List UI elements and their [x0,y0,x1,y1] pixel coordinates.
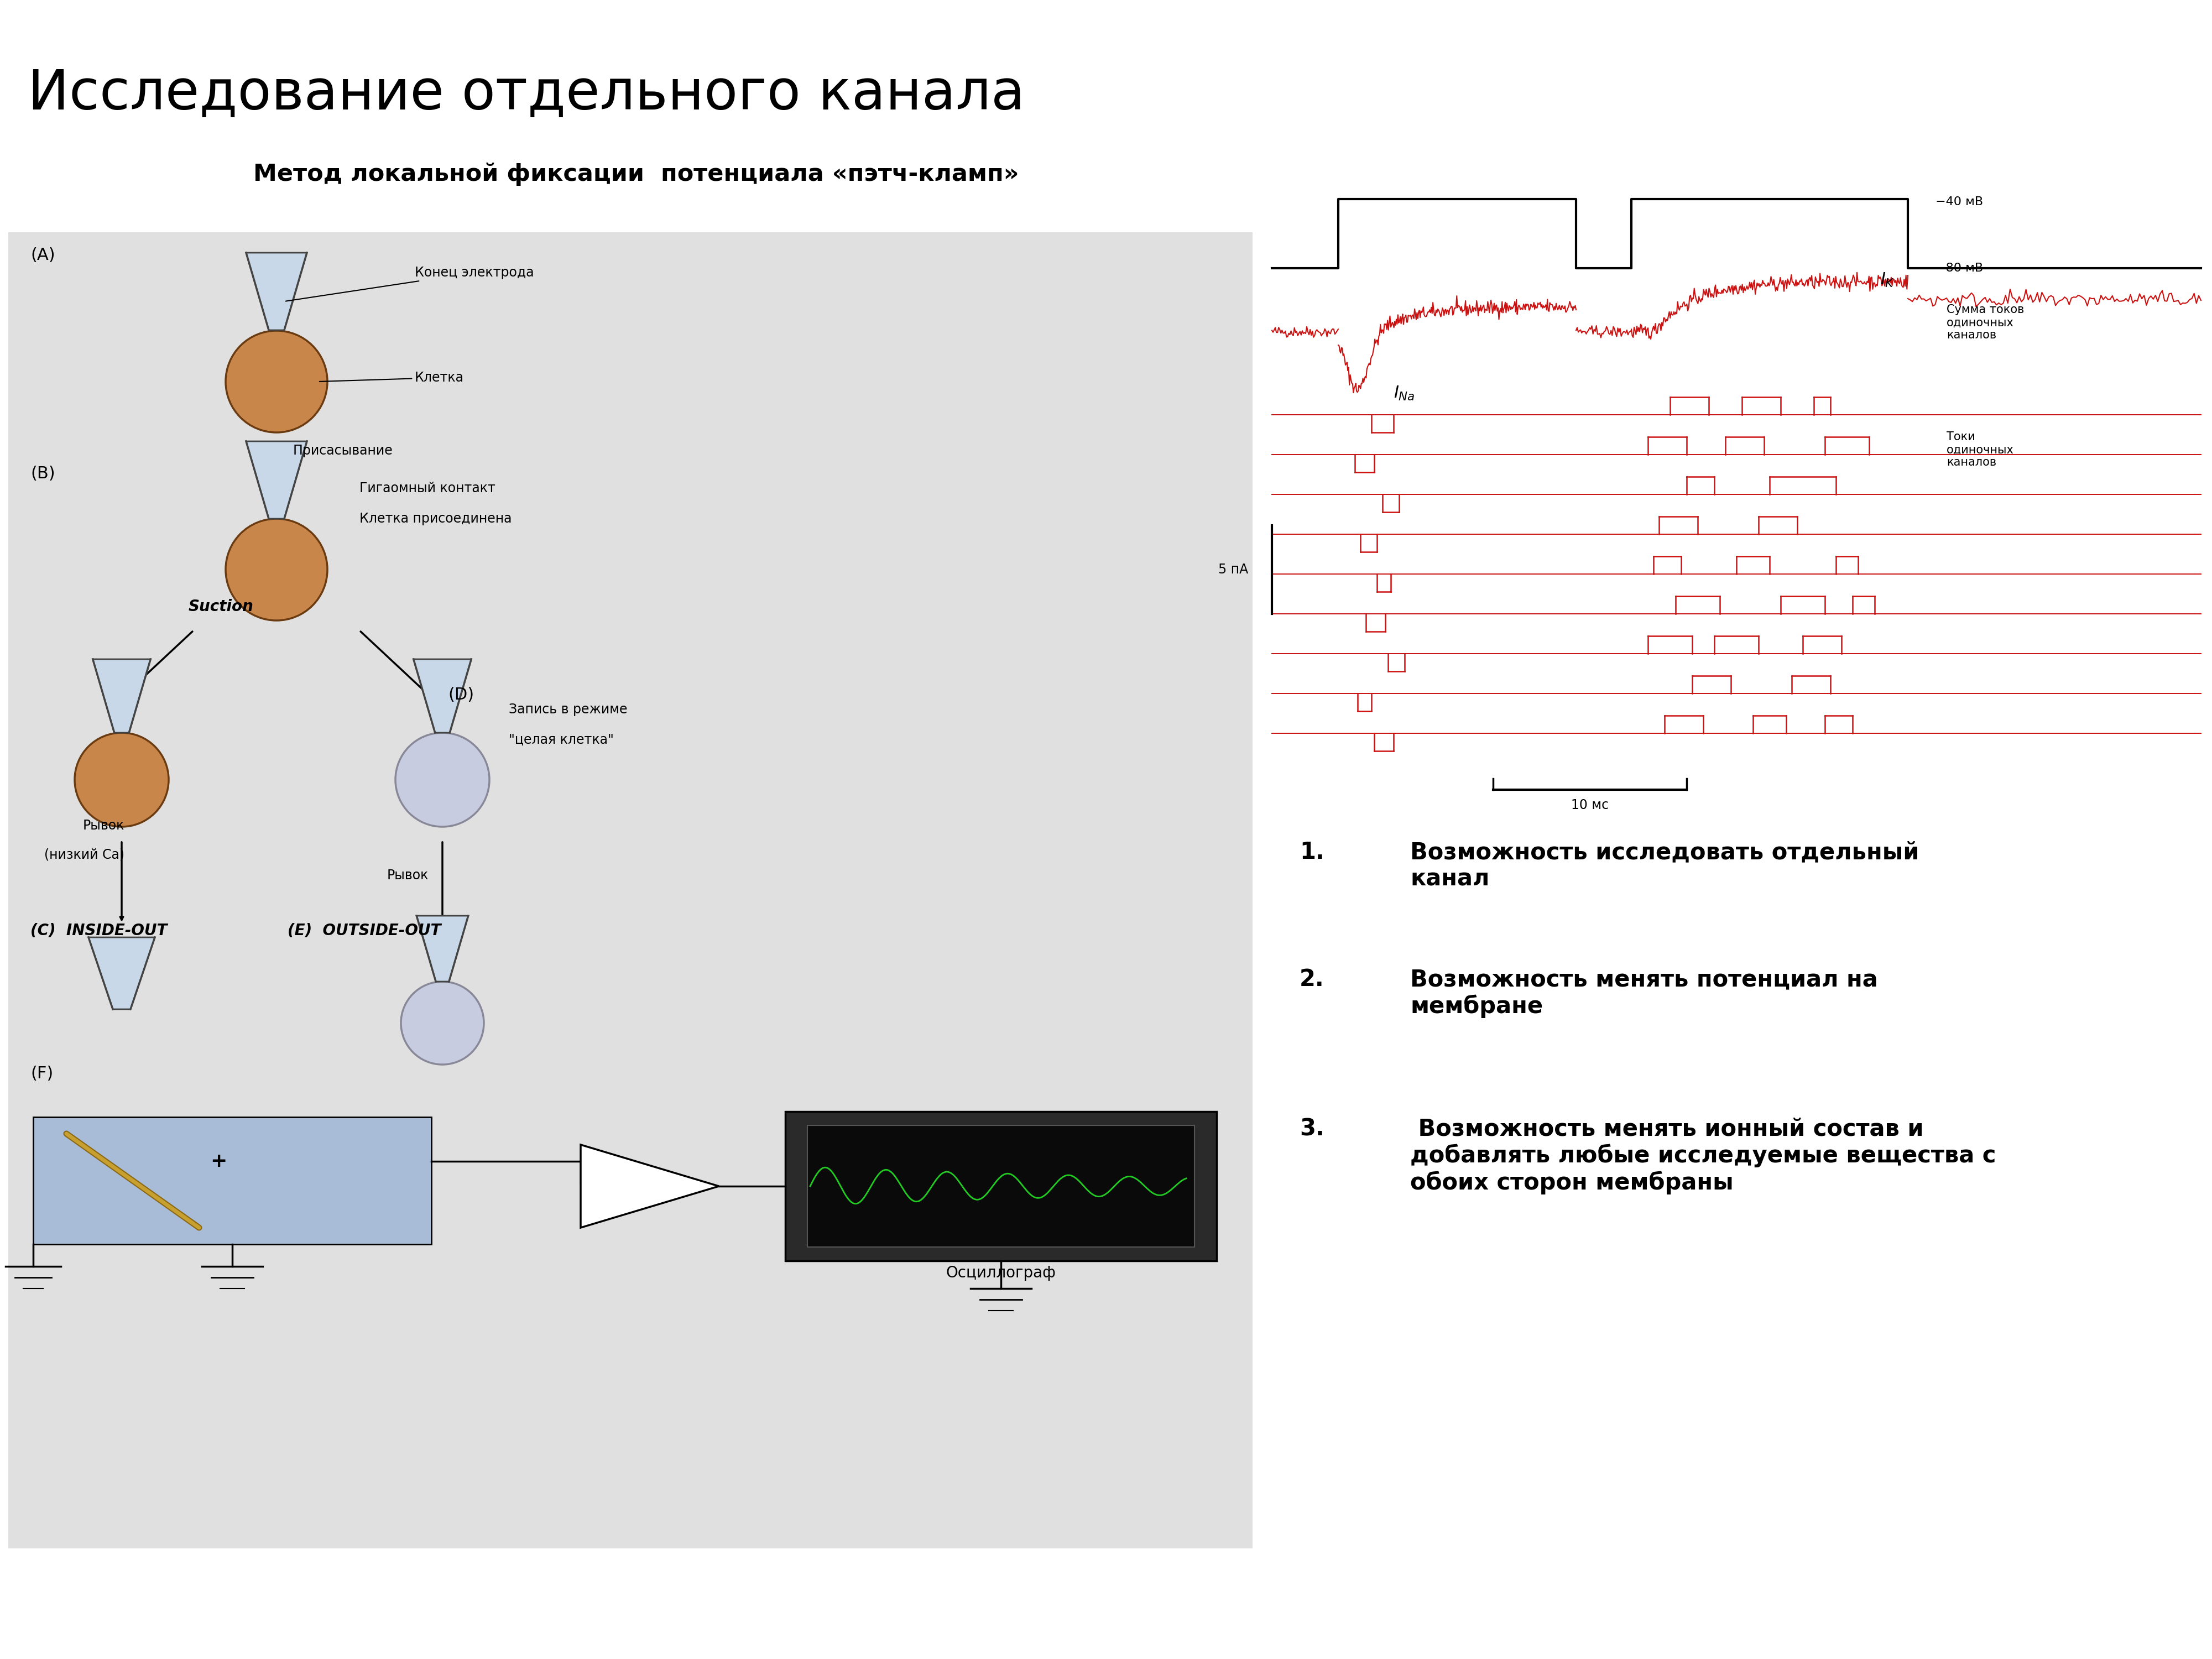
Text: −80 мВ: −80 мВ [1936,262,1984,274]
Text: (D): (D) [447,687,473,703]
Text: Рывок: Рывок [84,820,124,833]
Text: (B): (B) [31,466,55,481]
Circle shape [400,982,484,1065]
Bar [33,1117,431,1244]
Text: (низкий Ca): (низкий Ca) [44,848,124,861]
Polygon shape [246,252,307,330]
Polygon shape [416,916,469,982]
Text: $I_K$: $I_K$ [1880,272,1896,289]
Polygon shape [246,441,307,519]
Text: (A): (A) [31,247,55,264]
Text: (F): (F) [31,1065,53,1082]
Bar [785,1112,1217,1261]
Circle shape [226,330,327,433]
Text: Исследование отдельного канала: Исследование отдельного канала [27,66,1024,121]
Polygon shape [414,659,471,733]
Circle shape [226,519,327,620]
Text: Клетка: Клетка [319,372,465,385]
Text: Токи
одиночных
каналов: Токи одиночных каналов [1947,431,2013,468]
Text: +: + [210,1151,228,1171]
Text: Рывок: Рывок [387,869,429,883]
Circle shape [75,733,168,826]
Polygon shape [580,1145,719,1228]
Text: Клетка присоединена: Клетка присоединена [358,513,511,526]
Circle shape [396,733,489,826]
Text: (C)  INSIDE-OUT: (C) INSIDE-OUT [31,922,168,937]
Polygon shape [93,659,150,733]
Text: Сумма токов
одиночных
каналов: Сумма токов одиночных каналов [1947,304,2024,340]
Text: 3.: 3. [1301,1117,1325,1140]
Text: Метод локальной фиксации  потенциала «пэтч-кламп»: Метод локальной фиксации потенциала «пэт… [252,163,1020,186]
Text: 2.: 2. [1301,967,1325,990]
Text: $I_{Na}$: $I_{Na}$ [1394,385,1416,401]
Bar [9,232,1252,1548]
Text: 1.: 1. [1301,841,1325,864]
Text: Возможность менять потенциал на
мембране: Возможность менять потенциал на мембране [1411,967,1878,1019]
Text: Возможность менять ионный состав и
добавлять любые исследуемые вещества с
обоих : Возможность менять ионный состав и добав… [1411,1117,1995,1194]
Text: Возможность исследовать отдельный
канал: Возможность исследовать отдельный канал [1411,841,1920,891]
Text: 10 мс: 10 мс [1571,798,1608,811]
Text: Присасывание: Присасывание [292,445,394,458]
Text: Гигаомный контакт: Гигаомный контакт [358,481,495,494]
Text: −40 мВ: −40 мВ [1936,196,1984,207]
Text: Suction: Suction [188,599,254,614]
Text: 5 пА: 5 пА [1219,562,1248,576]
Text: (E)  OUTSIDE-OUT: (E) OUTSIDE-OUT [288,922,440,937]
Text: Конец электрода: Конец электрода [285,265,533,302]
Text: Осциллограф: Осциллограф [947,1266,1055,1281]
Text: Запись в режиме: Запись в режиме [509,703,628,717]
Polygon shape [88,937,155,1009]
Text: "целая клетка": "целая клетка" [509,733,613,747]
Bar [807,1125,1194,1248]
